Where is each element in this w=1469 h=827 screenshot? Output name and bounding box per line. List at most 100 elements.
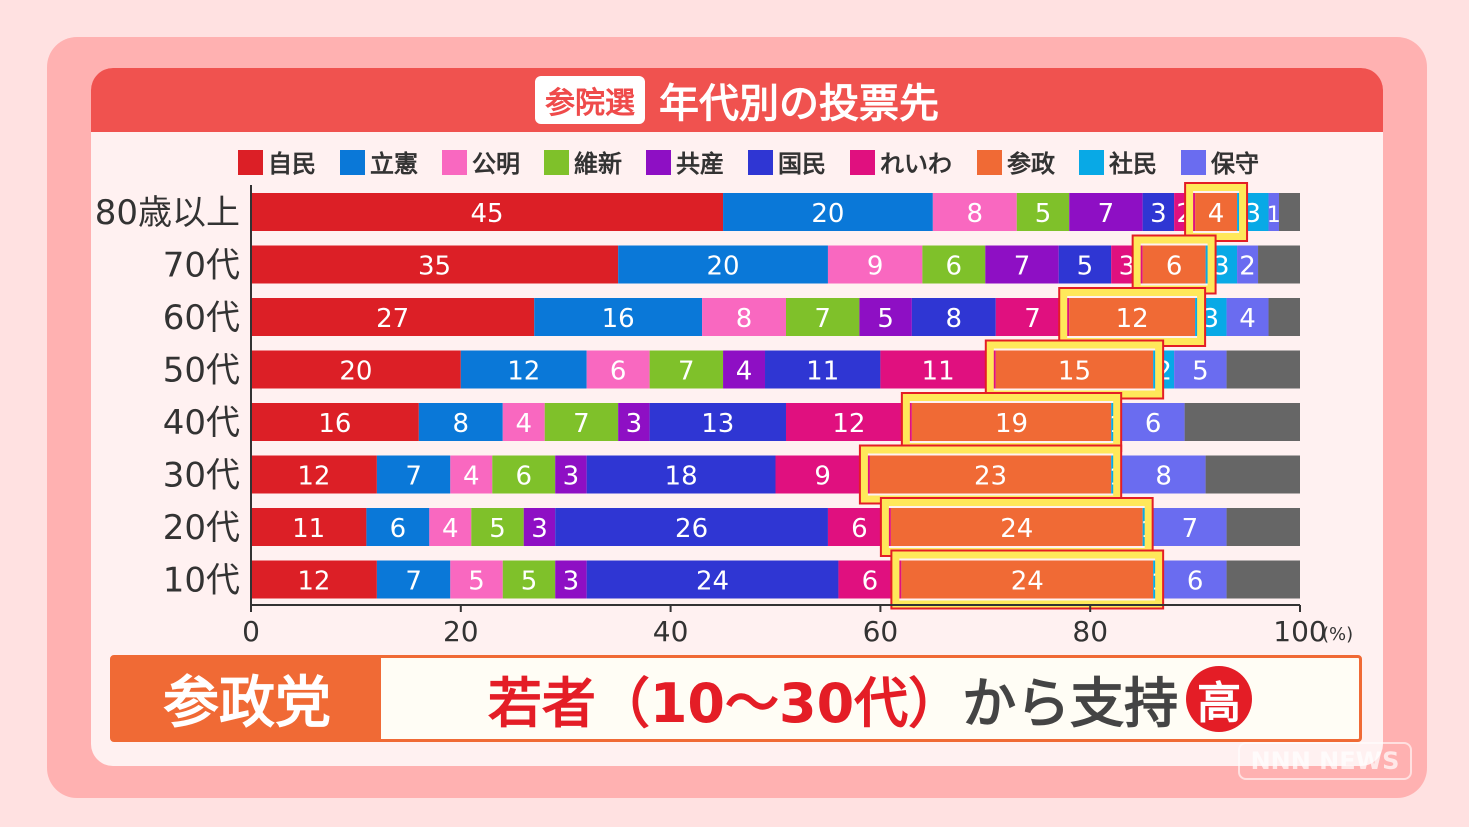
bar-segment — [1016, 193, 1070, 231]
legend-swatch — [977, 150, 1002, 175]
x-axis-unit: (%) — [1322, 624, 1353, 645]
data-label: 6 — [1187, 567, 1204, 597]
data-label: 12 — [297, 462, 330, 492]
bar-segment — [251, 455, 377, 494]
data-label: 13 — [701, 409, 734, 439]
category-label: 40代 — [163, 403, 240, 443]
bar-segment — [775, 455, 870, 494]
category-label: 50代 — [163, 351, 240, 391]
legend-label: 国民 — [778, 150, 826, 178]
data-label: 8 — [736, 304, 753, 334]
data-label: 6 — [1145, 409, 1162, 439]
category-label: 60代 — [163, 298, 240, 338]
x-tick-label: 20 — [443, 615, 479, 648]
data-label: 12 — [507, 357, 540, 387]
bar-segment — [985, 245, 1059, 284]
legend-label: 自民 — [268, 150, 316, 178]
banner-rest: から支持 — [962, 672, 1179, 735]
data-label: 2 — [1239, 252, 1256, 282]
bar-segment — [702, 298, 786, 336]
legend-swatch — [340, 150, 365, 175]
data-label: 4 — [442, 514, 459, 544]
bar-segment — [1268, 193, 1280, 231]
data-label: 6 — [390, 514, 407, 544]
data-label: 4 — [1239, 304, 1256, 334]
data-label: 7 — [1024, 304, 1041, 334]
data-label: 7 — [573, 409, 590, 439]
data-label: 7 — [1098, 199, 1115, 229]
data-label: 6 — [946, 252, 963, 282]
bar-segment — [1226, 560, 1300, 599]
data-label: 4 — [736, 357, 753, 387]
data-label: 16 — [602, 304, 635, 334]
x-tick-label: 80 — [1072, 615, 1108, 648]
data-label: 12 — [832, 409, 865, 439]
bar-segment — [251, 560, 377, 599]
banner-message: 若者（10〜30代） から支持 高 — [381, 658, 1359, 739]
data-label: 3 — [563, 567, 580, 597]
data-label: 4 — [1208, 199, 1225, 229]
data-label: 3 — [626, 409, 643, 439]
data-label: 6 — [1166, 252, 1183, 282]
bar-segment — [1237, 245, 1259, 284]
bar-segment — [523, 508, 556, 546]
bar-segment — [1069, 193, 1143, 231]
data-label: 4 — [515, 409, 532, 439]
bar-segment — [911, 403, 1112, 441]
bar-segment — [555, 455, 587, 494]
bar-segment — [880, 350, 996, 389]
data-label: 24 — [696, 567, 729, 597]
category-label: 70代 — [163, 246, 240, 286]
bar-segment — [1142, 245, 1206, 284]
data-label: 3 — [531, 514, 548, 544]
legend-swatch — [1079, 150, 1104, 175]
data-label: 20 — [811, 199, 844, 229]
data-label: 3 — [1203, 304, 1220, 334]
data-label: 19 — [995, 409, 1028, 439]
data-label: 27 — [376, 304, 409, 334]
bar-segment — [785, 298, 860, 336]
bar-segment — [251, 350, 461, 389]
data-label: 3 — [1150, 199, 1167, 229]
data-label: 15 — [1058, 357, 1091, 387]
high-badge: 高 — [1186, 665, 1253, 732]
bar-segment — [1268, 298, 1300, 336]
bar-segment — [1258, 245, 1300, 284]
data-label: 7 — [1014, 252, 1031, 282]
bar-segment — [586, 350, 650, 389]
bar-segment — [1226, 298, 1269, 336]
bar-segment — [911, 298, 996, 336]
bar-segment — [1121, 403, 1185, 441]
bar-segment — [251, 193, 724, 231]
data-label: 5 — [489, 514, 506, 544]
data-label: 8 — [1155, 462, 1172, 492]
data-label: 7 — [814, 304, 831, 334]
bar-segment — [450, 560, 503, 599]
category-label: 20代 — [163, 508, 240, 548]
data-label: 6 — [851, 514, 868, 544]
bar-segment — [618, 245, 828, 284]
bar-segment — [251, 298, 535, 336]
chart-header: 参院選 年代別の投票先 — [91, 68, 1383, 132]
x-tick-label: 100 — [1273, 615, 1326, 648]
data-label: 7 — [405, 567, 422, 597]
bar-segment — [471, 508, 524, 546]
bar-segment — [586, 560, 839, 599]
bar-segment — [1142, 193, 1175, 231]
bar-segment — [1195, 193, 1238, 231]
data-label: 8 — [453, 409, 470, 439]
bar-segment — [1226, 508, 1300, 546]
bar-segment — [922, 245, 986, 284]
data-label: 7 — [678, 357, 695, 387]
bar-segment — [492, 455, 556, 494]
legend-label: 共産 — [676, 150, 724, 178]
legend-label: 保守 — [1210, 150, 1259, 178]
data-label: 8 — [946, 304, 963, 334]
election-badge: 参院選 — [535, 76, 645, 124]
data-label: 3 — [1245, 199, 1262, 229]
legend-label: れいわ — [880, 150, 952, 178]
bar-segment — [932, 193, 1017, 231]
bar-segment — [544, 403, 619, 441]
news-logo: NNN NEWS — [1238, 742, 1412, 780]
